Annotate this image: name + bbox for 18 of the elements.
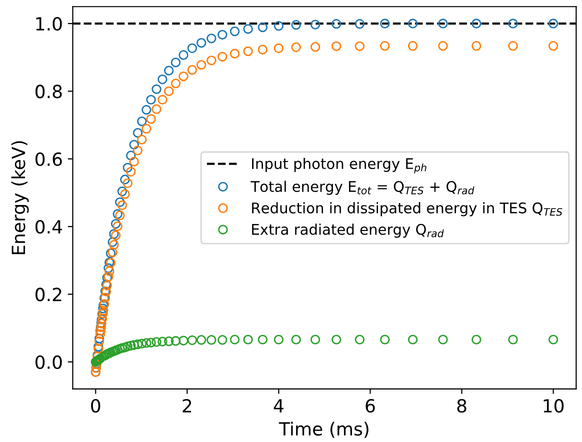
legend-label: Input photon energy E$_{ph}$ — [252, 158, 426, 174]
x-tick-label: 8 — [457, 399, 466, 413]
y-tick-label: 0.2 — [36, 288, 62, 302]
legend-label: Reduction in dissipated energy in TES Q$_{TES}$ — [252, 202, 562, 216]
y-tick-label: 1.0 — [36, 17, 62, 31]
legend-label: Extra radiated energy Q$_{rad}$ — [252, 224, 444, 238]
y-tick-label: 0.8 — [36, 84, 62, 98]
x-tick-label: 6 — [366, 399, 375, 413]
x-axis-title: Time (ms) — [278, 422, 368, 438]
y-tick-label: 0.0 — [36, 355, 62, 370]
y-axis-title: Energy (keV) — [11, 141, 29, 254]
x-tick-label: 0 — [91, 399, 100, 413]
x-tick-label: 2 — [182, 399, 192, 412]
x-tick-label: 4 — [274, 399, 284, 412]
x-tick-label: 10 — [544, 399, 564, 413]
y-tick-label: 0.6 — [36, 152, 62, 166]
legend-label: Total energy E$_{tot}$ = Q$_{TES}$ + Q$_{rad}$ — [250, 180, 474, 195]
y-tick-label: 0.4 — [36, 220, 62, 234]
